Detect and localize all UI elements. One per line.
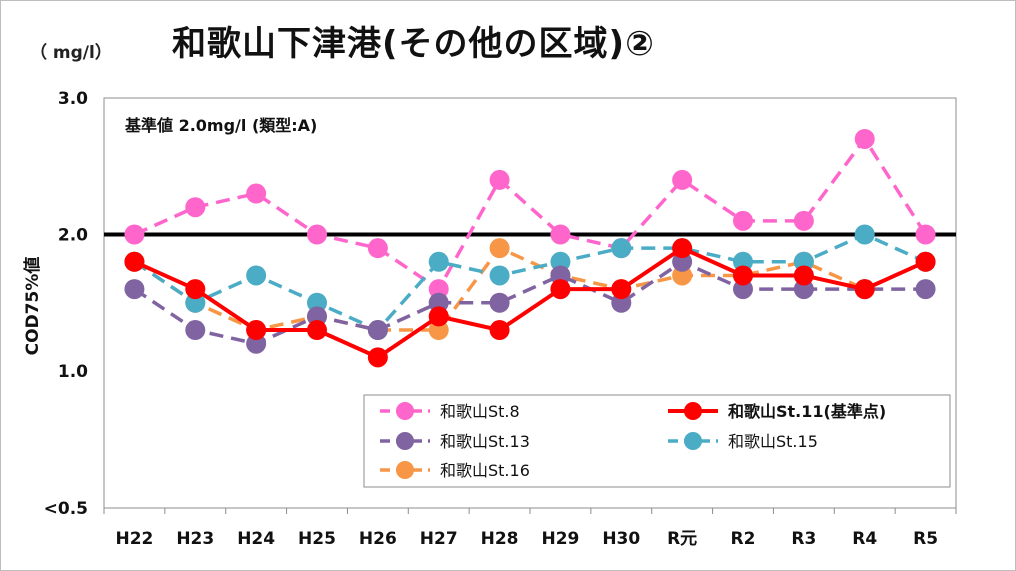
data-point <box>489 169 510 190</box>
x-tick-label: H27 <box>420 529 458 549</box>
data-point <box>428 251 449 272</box>
x-tick-label: R4 <box>852 529 877 549</box>
x-tick-label: H30 <box>602 529 640 549</box>
data-point <box>915 251 936 272</box>
data-point <box>489 320 510 341</box>
data-point <box>307 224 327 245</box>
legend-item: 和歌山St.13 <box>380 432 530 451</box>
data-point <box>854 224 875 245</box>
data-point <box>915 224 936 245</box>
x-tick-label: H28 <box>481 529 519 549</box>
data-point <box>367 347 388 368</box>
legend-label: 和歌山St.13 <box>440 432 530 451</box>
x-tick-label: H26 <box>359 529 397 549</box>
data-point <box>854 128 875 149</box>
legend-label: 和歌山St.8 <box>440 402 520 421</box>
data-point <box>185 197 206 218</box>
series-1 <box>124 238 936 368</box>
data-point <box>550 279 571 300</box>
y-tick-label: 3.0 <box>58 89 88 109</box>
y-tick-label: <0.5 <box>44 499 88 519</box>
legend-label: 和歌山St.16 <box>440 461 530 480</box>
legend-label: 和歌山St.15 <box>728 432 818 451</box>
y-tick-label: 1.0 <box>58 362 88 382</box>
data-point <box>307 320 327 341</box>
data-point <box>854 279 875 300</box>
data-point <box>611 279 632 300</box>
series-line <box>133 135 928 292</box>
legend-label: 和歌山St.11(基準点) <box>728 402 886 421</box>
data-point <box>672 169 693 190</box>
data-point <box>793 265 814 286</box>
chart-title: 和歌山下津港(その他の区域)② <box>172 24 655 64</box>
data-point <box>367 238 388 259</box>
data-point <box>367 320 388 341</box>
data-point <box>124 251 145 272</box>
legend-marker <box>396 432 414 450</box>
data-point <box>489 238 510 259</box>
y-tick-label: 2.0 <box>58 226 88 246</box>
data-point <box>733 265 753 286</box>
series-line <box>133 259 926 346</box>
x-tick-label: R5 <box>913 529 938 549</box>
x-tick-label: H24 <box>237 529 275 549</box>
series-line <box>133 245 927 332</box>
y-axis-label: COD75%値 <box>22 257 43 356</box>
data-point <box>550 224 571 245</box>
x-tick-label: H22 <box>115 529 153 549</box>
x-tick-label: H29 <box>541 529 579 549</box>
legend-item: 和歌山St.11(基準点) <box>668 402 886 421</box>
data-point <box>489 265 510 286</box>
data-point <box>915 279 936 300</box>
data-point <box>124 224 145 245</box>
data-point <box>185 320 206 341</box>
data-point <box>489 292 510 313</box>
data-point <box>185 279 206 300</box>
x-tick-label: H25 <box>298 529 336 549</box>
legend-item: 和歌山St.16 <box>380 461 530 480</box>
legend-item: 和歌山St.8 <box>380 402 520 421</box>
data-point <box>428 306 449 327</box>
standard-note: 基準値 2.0mg/l (類型:A) <box>124 116 317 135</box>
data-point <box>246 265 267 286</box>
legend-marker <box>684 402 702 420</box>
legend-marker <box>684 432 702 450</box>
x-tick-label: H23 <box>176 529 214 549</box>
data-point <box>793 210 814 231</box>
data-point <box>246 320 267 341</box>
y-unit-label: （ mg/l） <box>30 43 112 63</box>
series-line <box>133 245 927 360</box>
series-0 <box>124 128 936 300</box>
data-point <box>246 183 267 204</box>
legend-marker <box>396 461 414 479</box>
x-tick-label: R3 <box>791 529 816 549</box>
axis-layer: <0.5 1.0 2.0 3.0 H22 H23 H24 H25 H26 H27 H28 H29 H30… <box>44 89 957 549</box>
legend-marker <box>396 402 414 420</box>
legend-item: 和歌山St.15 <box>668 432 818 451</box>
data-point <box>124 279 145 300</box>
data-point <box>611 238 632 259</box>
x-tick-label: R元 <box>667 529 697 549</box>
series-layer <box>124 128 936 368</box>
data-point <box>672 238 693 259</box>
x-tick-label: R2 <box>731 529 756 549</box>
legend: 和歌山St.8 和歌山St.11(基準点) 和歌山St.13 和歌山St.15 和歌山S… <box>363 394 951 488</box>
data-point <box>733 210 753 231</box>
